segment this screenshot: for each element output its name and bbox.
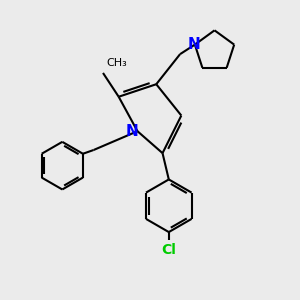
Text: Cl: Cl (161, 243, 176, 256)
Text: N: N (187, 37, 200, 52)
Text: N: N (126, 124, 139, 139)
Text: CH₃: CH₃ (106, 58, 127, 68)
